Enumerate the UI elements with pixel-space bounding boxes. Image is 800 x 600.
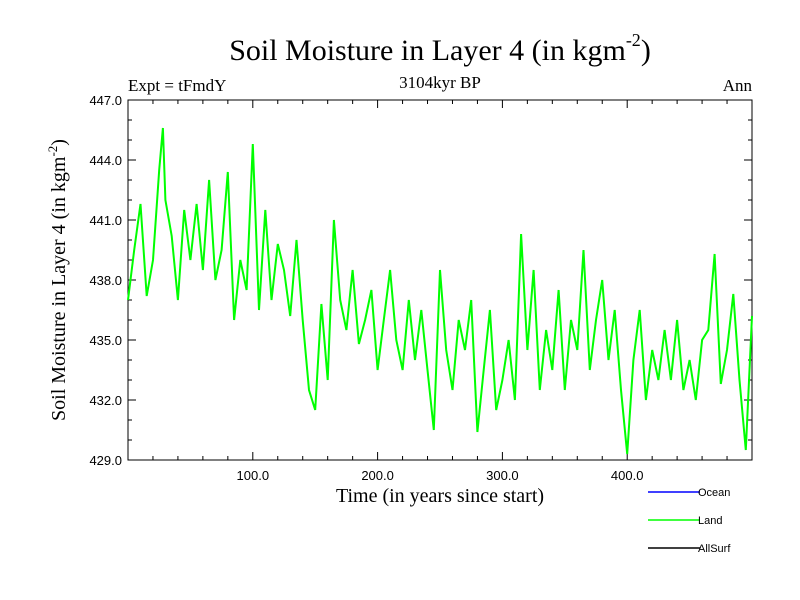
axis-ticks [127,99,753,461]
x-axis-label: Time (in years since start) [335,485,545,507]
y-tick-label: 441.0 [89,213,122,228]
chart-subtitle: 3104kyr BP [399,73,481,92]
x-tick-label: 100.0 [237,468,270,483]
chart-title: Soil Moisture in Layer 4 (in kgm-2) [229,30,651,67]
y-tick-label: 444.0 [89,153,122,168]
y-tick-label: 438.0 [89,273,122,288]
legend-label-ocean: Ocean [698,487,730,499]
legend: Ocean Land AllSurf [648,487,731,555]
y-tick-label: 435.0 [89,333,122,348]
x-tick-label: 200.0 [361,468,394,483]
season-label: Ann [722,76,752,95]
y-tick-label: 429.0 [89,453,122,468]
series-line-land [127,127,753,455]
experiment-label: Expt = tFmdY [128,76,227,95]
y-tick-label: 447.0 [89,93,122,108]
legend-label-land: Land [698,515,722,527]
x-tick-label: 300.0 [486,468,519,483]
axis-tick-labels: 100.0 200.0 300.0 400.0 429.0 432.0 435.0 438.0… [89,93,643,483]
x-tick-label: 400.0 [611,468,644,483]
legend-label-allsurf: AllSurf [698,543,731,555]
y-tick-label: 432.0 [89,393,122,408]
